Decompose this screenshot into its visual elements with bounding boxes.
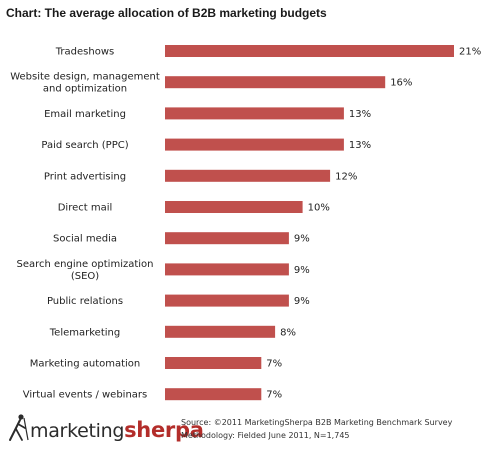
value-label-11: 7% [266,390,282,401]
mountain-climber-icon [9,414,29,441]
value-label-7: 9% [294,265,310,276]
bar-7 [165,263,289,276]
category-label-10: Marketing automation [30,359,141,370]
source-line: Source: ©2011 MarketingSherpa B2B Market… [181,418,453,427]
value-label-3: 13% [349,140,371,151]
methodology-line: Methodology: Fielded June 2011, N=1,745 [181,431,350,440]
source-note: Source: ©2011 MarketingSherpa B2B Market… [181,416,452,442]
marketingsherpa-logo: marketingsherpa [6,412,204,442]
category-label-0: Tradeshows [55,47,114,58]
bar-chart: 21% Tradeshows 16% Website design, manageme… [10,45,481,401]
category-label-6: Social media [53,234,117,245]
value-label-0: 21% [459,47,481,58]
bars-layer: 21% Tradeshows 16% Website design, manageme… [10,45,481,401]
bar-5 [165,201,303,213]
category-label-2: Email marketing [44,109,126,120]
value-label-6: 9% [294,234,310,245]
category-label-5: Direct mail [58,203,113,214]
value-label-8: 9% [294,296,310,307]
category-label-1: Website design, management and optimizati… [10,72,160,95]
bar-10 [165,357,262,369]
bar-0 [165,45,454,57]
logo-text-marketing: marketing [30,420,125,442]
bar-9 [165,325,276,338]
category-label-4: Print advertising [44,171,126,182]
category-label-11: Virtual events / webinars [23,390,148,401]
category-label-3: Paid search (PPC) [41,140,128,151]
value-label-1: 16% [390,78,412,89]
bar-2 [165,107,344,120]
bar-11 [165,388,262,401]
chart-title: Chart: The average allocation of B2B mar… [6,6,327,20]
bar-3 [165,138,344,151]
value-label-4: 12% [335,171,357,182]
value-label-10: 7% [266,359,282,370]
bar-6 [165,232,289,245]
logo-text-sherpa: sherpa [124,418,204,442]
value-label-2: 13% [349,109,371,120]
category-label-9: Telemarketing [49,327,120,338]
bar-4 [165,169,331,182]
category-label-7: Search engine optimization (SEO) [16,259,153,282]
bar-8 [165,294,289,307]
category-label-8: Public relations [47,296,123,307]
value-label-5: 10% [308,203,330,214]
bar-1 [165,76,386,89]
value-label-9: 8% [280,327,296,338]
